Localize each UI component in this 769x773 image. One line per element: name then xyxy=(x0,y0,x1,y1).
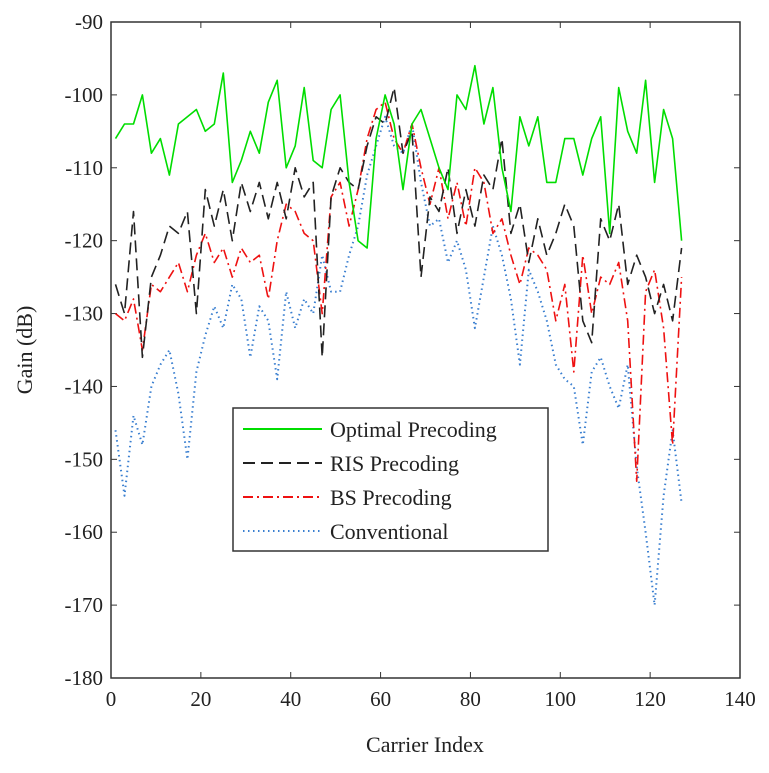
y-tick-label: -160 xyxy=(65,520,104,544)
axis-ticks: 0 20 40 60 80 100 120 140 -90 -100 -110 -120 -130 -14… xyxy=(65,10,756,711)
legend: Optimal Precoding RIS Precoding BS Precodi… xyxy=(232,407,549,552)
plot-area xyxy=(110,21,741,679)
y-tick-label: -170 xyxy=(65,593,104,617)
series-line-optimal-precoding xyxy=(114,64,683,249)
y-tick-label: -120 xyxy=(65,229,104,253)
legend-label: BS Precoding xyxy=(330,485,452,510)
y-tick-label: -90 xyxy=(75,10,103,34)
x-axis-label: Carrier Index xyxy=(366,732,484,757)
x-tick-label: 20 xyxy=(190,687,211,711)
y-tick-label: -100 xyxy=(65,83,104,107)
y-axis-label: Gain (dB) xyxy=(12,306,37,395)
legend-box xyxy=(232,407,549,552)
legend-label: Optimal Precoding xyxy=(330,417,497,442)
x-tick-label: 140 xyxy=(724,687,756,711)
y-tick-label: -140 xyxy=(65,374,104,398)
series-line-ris-precoding xyxy=(114,86,683,359)
legend-label: RIS Precoding xyxy=(330,451,459,476)
y-tick-label: -130 xyxy=(65,302,104,326)
x-tick-label: 40 xyxy=(280,687,301,711)
legend-label: Conventional xyxy=(330,519,449,544)
x-tick-label: 0 xyxy=(106,687,117,711)
series-line-bs-precoding xyxy=(115,101,683,483)
y-tick-label: -180 xyxy=(65,666,104,690)
x-tick-label: 100 xyxy=(545,687,577,711)
series-lines xyxy=(114,64,683,607)
x-tick-label: 60 xyxy=(370,687,391,711)
x-tick-label: 80 xyxy=(460,687,481,711)
y-tick-label: -110 xyxy=(65,156,103,180)
y-tick-label: -150 xyxy=(65,447,104,471)
x-tick-label: 120 xyxy=(634,687,666,711)
